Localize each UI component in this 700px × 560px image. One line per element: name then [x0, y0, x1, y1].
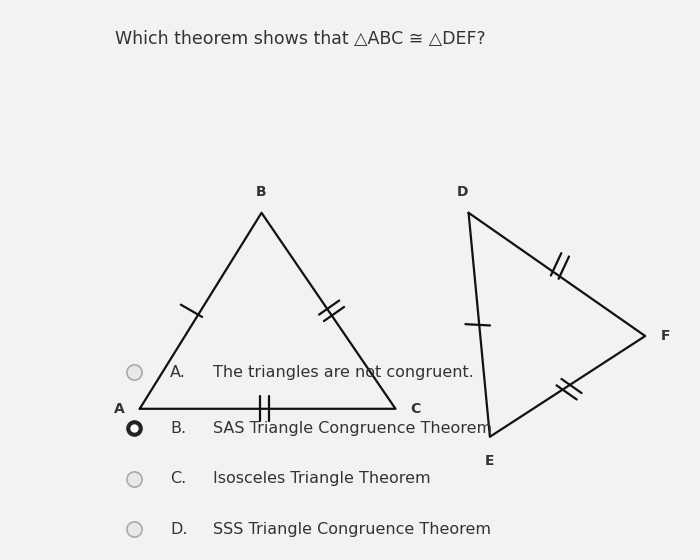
Text: B.: B. [170, 421, 186, 436]
Text: D: D [456, 185, 468, 199]
Text: D.: D. [170, 522, 188, 536]
Point [128, 424, 139, 433]
Text: SAS Triangle Congruence Theorem: SAS Triangle Congruence Theorem [213, 421, 492, 436]
Text: Isosceles Triangle Theorem: Isosceles Triangle Theorem [213, 472, 430, 486]
Text: A.: A. [170, 365, 186, 380]
Text: F: F [660, 329, 670, 343]
Text: E: E [485, 454, 495, 468]
Point [128, 424, 139, 433]
Point [128, 525, 139, 534]
Text: The triangles are not congruent.: The triangles are not congruent. [213, 365, 474, 380]
Text: A: A [113, 402, 125, 416]
Text: C.: C. [170, 472, 186, 486]
Text: C: C [411, 402, 421, 416]
Text: B: B [256, 185, 267, 199]
Point [128, 368, 139, 377]
Text: SSS Triangle Congruence Theorem: SSS Triangle Congruence Theorem [213, 522, 491, 536]
Point [128, 474, 139, 483]
Text: Which theorem shows that △ABC ≅ △DEF?: Which theorem shows that △ABC ≅ △DEF? [116, 30, 486, 48]
